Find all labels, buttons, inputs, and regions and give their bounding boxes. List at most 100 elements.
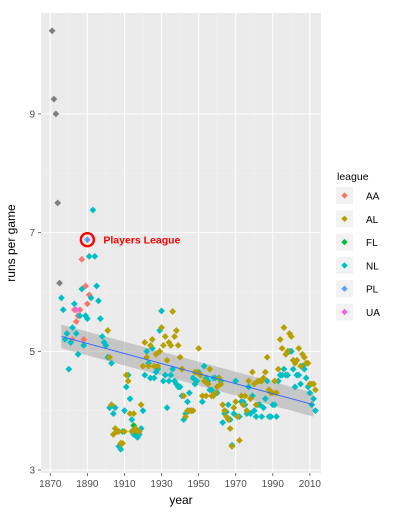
data-point-AL	[167, 341, 175, 349]
data-point-AL	[243, 407, 251, 415]
x-axis-label: year	[169, 493, 192, 507]
data-point-AL	[230, 404, 238, 412]
data-point-AL	[172, 327, 180, 334]
legend-label-AA: AA	[366, 192, 380, 203]
data-point-AL	[161, 333, 169, 340]
data-point-AL	[174, 341, 182, 349]
data-point-NL	[89, 206, 97, 214]
legend-swatch-AL	[341, 215, 348, 222]
data-point-NL	[274, 377, 282, 385]
data-point-NL	[184, 398, 191, 406]
data-point-AL	[135, 428, 143, 435]
x-tick-label: 1950	[187, 479, 210, 490]
data-point-NL	[76, 312, 84, 320]
data-point-AL	[224, 416, 232, 423]
data-point-AL	[130, 410, 138, 418]
data-point-NL	[117, 445, 125, 453]
data-point-AL	[204, 380, 212, 388]
data-point-AL	[121, 428, 128, 435]
data-point-NL	[310, 395, 317, 403]
data-point-NL	[63, 330, 71, 337]
data-point-AL	[197, 371, 204, 379]
legend-label-FL: FL	[366, 238, 378, 249]
data-point-AL	[287, 333, 295, 340]
legend-items: AA AL FL NL PL UA	[336, 187, 380, 321]
data-point-NL	[93, 282, 101, 290]
data-point-NL	[65, 365, 73, 373]
points-layer	[48, 27, 319, 453]
data-point-NL	[308, 401, 316, 409]
x-tick-label: 1970	[225, 479, 248, 490]
data-point-AL	[241, 392, 249, 400]
data-point-NL	[252, 413, 260, 421]
data-point-NL	[83, 315, 91, 323]
data-point-NL	[147, 374, 154, 382]
y-axis-ticks: 3 5 7 9	[29, 109, 41, 477]
data-point-AA	[80, 336, 88, 343]
data-point-AL	[169, 308, 177, 315]
data-point-AL	[295, 344, 303, 352]
data-point-AL	[163, 356, 171, 364]
data-point-AL	[261, 368, 269, 376]
data-point-NL	[198, 398, 206, 406]
data-point-AL	[150, 362, 158, 370]
data-point-NL	[295, 371, 303, 379]
data-point-AL	[104, 327, 112, 334]
data-point-AL	[247, 395, 254, 403]
data-point-NL	[109, 410, 117, 418]
data-point-NL	[70, 300, 78, 308]
data-point-AL	[176, 353, 184, 361]
data-point-AL	[291, 359, 299, 367]
data-point-NL	[139, 407, 147, 415]
data-point-AL	[226, 425, 234, 432]
x-tick-label: 1910	[113, 479, 136, 490]
x-tick-label: 1870	[39, 479, 62, 490]
legend-swatch-UA	[341, 308, 348, 316]
data-point-NL	[312, 407, 319, 415]
data-point-PL	[83, 236, 91, 244]
data-point-AL	[139, 362, 147, 370]
data-point-NL	[121, 407, 128, 415]
data-point-AL	[248, 368, 256, 376]
data-point-NL	[167, 371, 175, 379]
data-point-AA	[72, 318, 80, 326]
trend-layer	[61, 336, 314, 406]
data-point-AL	[213, 383, 221, 391]
legend-swatch-FL	[341, 238, 348, 246]
data-point-NL	[250, 407, 258, 415]
data-point-NL	[72, 330, 80, 337]
data-point-NL	[258, 413, 266, 421]
data-point-NL	[80, 341, 88, 349]
data-point-AL	[239, 401, 247, 409]
data-point-AL	[143, 353, 151, 361]
data-point-AL	[189, 407, 197, 415]
data-point-AL	[171, 333, 178, 340]
legend-title: league	[337, 171, 369, 183]
annotation-label: Players League	[103, 235, 180, 247]
data-point-NL	[278, 371, 286, 379]
data-point-AL	[141, 339, 149, 346]
data-point-NL	[102, 341, 110, 349]
data-point-NL	[57, 294, 65, 302]
annotation-ring	[79, 232, 96, 248]
data-point-NL	[156, 327, 164, 334]
data-point-NL	[176, 383, 184, 391]
data-point-NL	[169, 365, 177, 373]
data-point-AL	[310, 380, 317, 388]
data-point-NL	[122, 383, 130, 391]
data-point-NL	[280, 365, 288, 373]
data-point-AL	[124, 377, 132, 385]
data-point-NL	[78, 285, 86, 293]
legend-swatch-NL	[341, 262, 348, 269]
data-point-AL	[182, 413, 190, 421]
data-point-AL	[217, 380, 225, 388]
data-point-AL	[234, 413, 241, 421]
data-point-AL	[154, 362, 162, 370]
data-point-NL	[159, 377, 167, 385]
data-point-AL	[119, 439, 126, 447]
legend-label-AL: AL	[366, 215, 379, 226]
data-point-AL	[263, 353, 271, 361]
data-point-none	[52, 110, 60, 118]
data-point-AL	[132, 425, 139, 432]
